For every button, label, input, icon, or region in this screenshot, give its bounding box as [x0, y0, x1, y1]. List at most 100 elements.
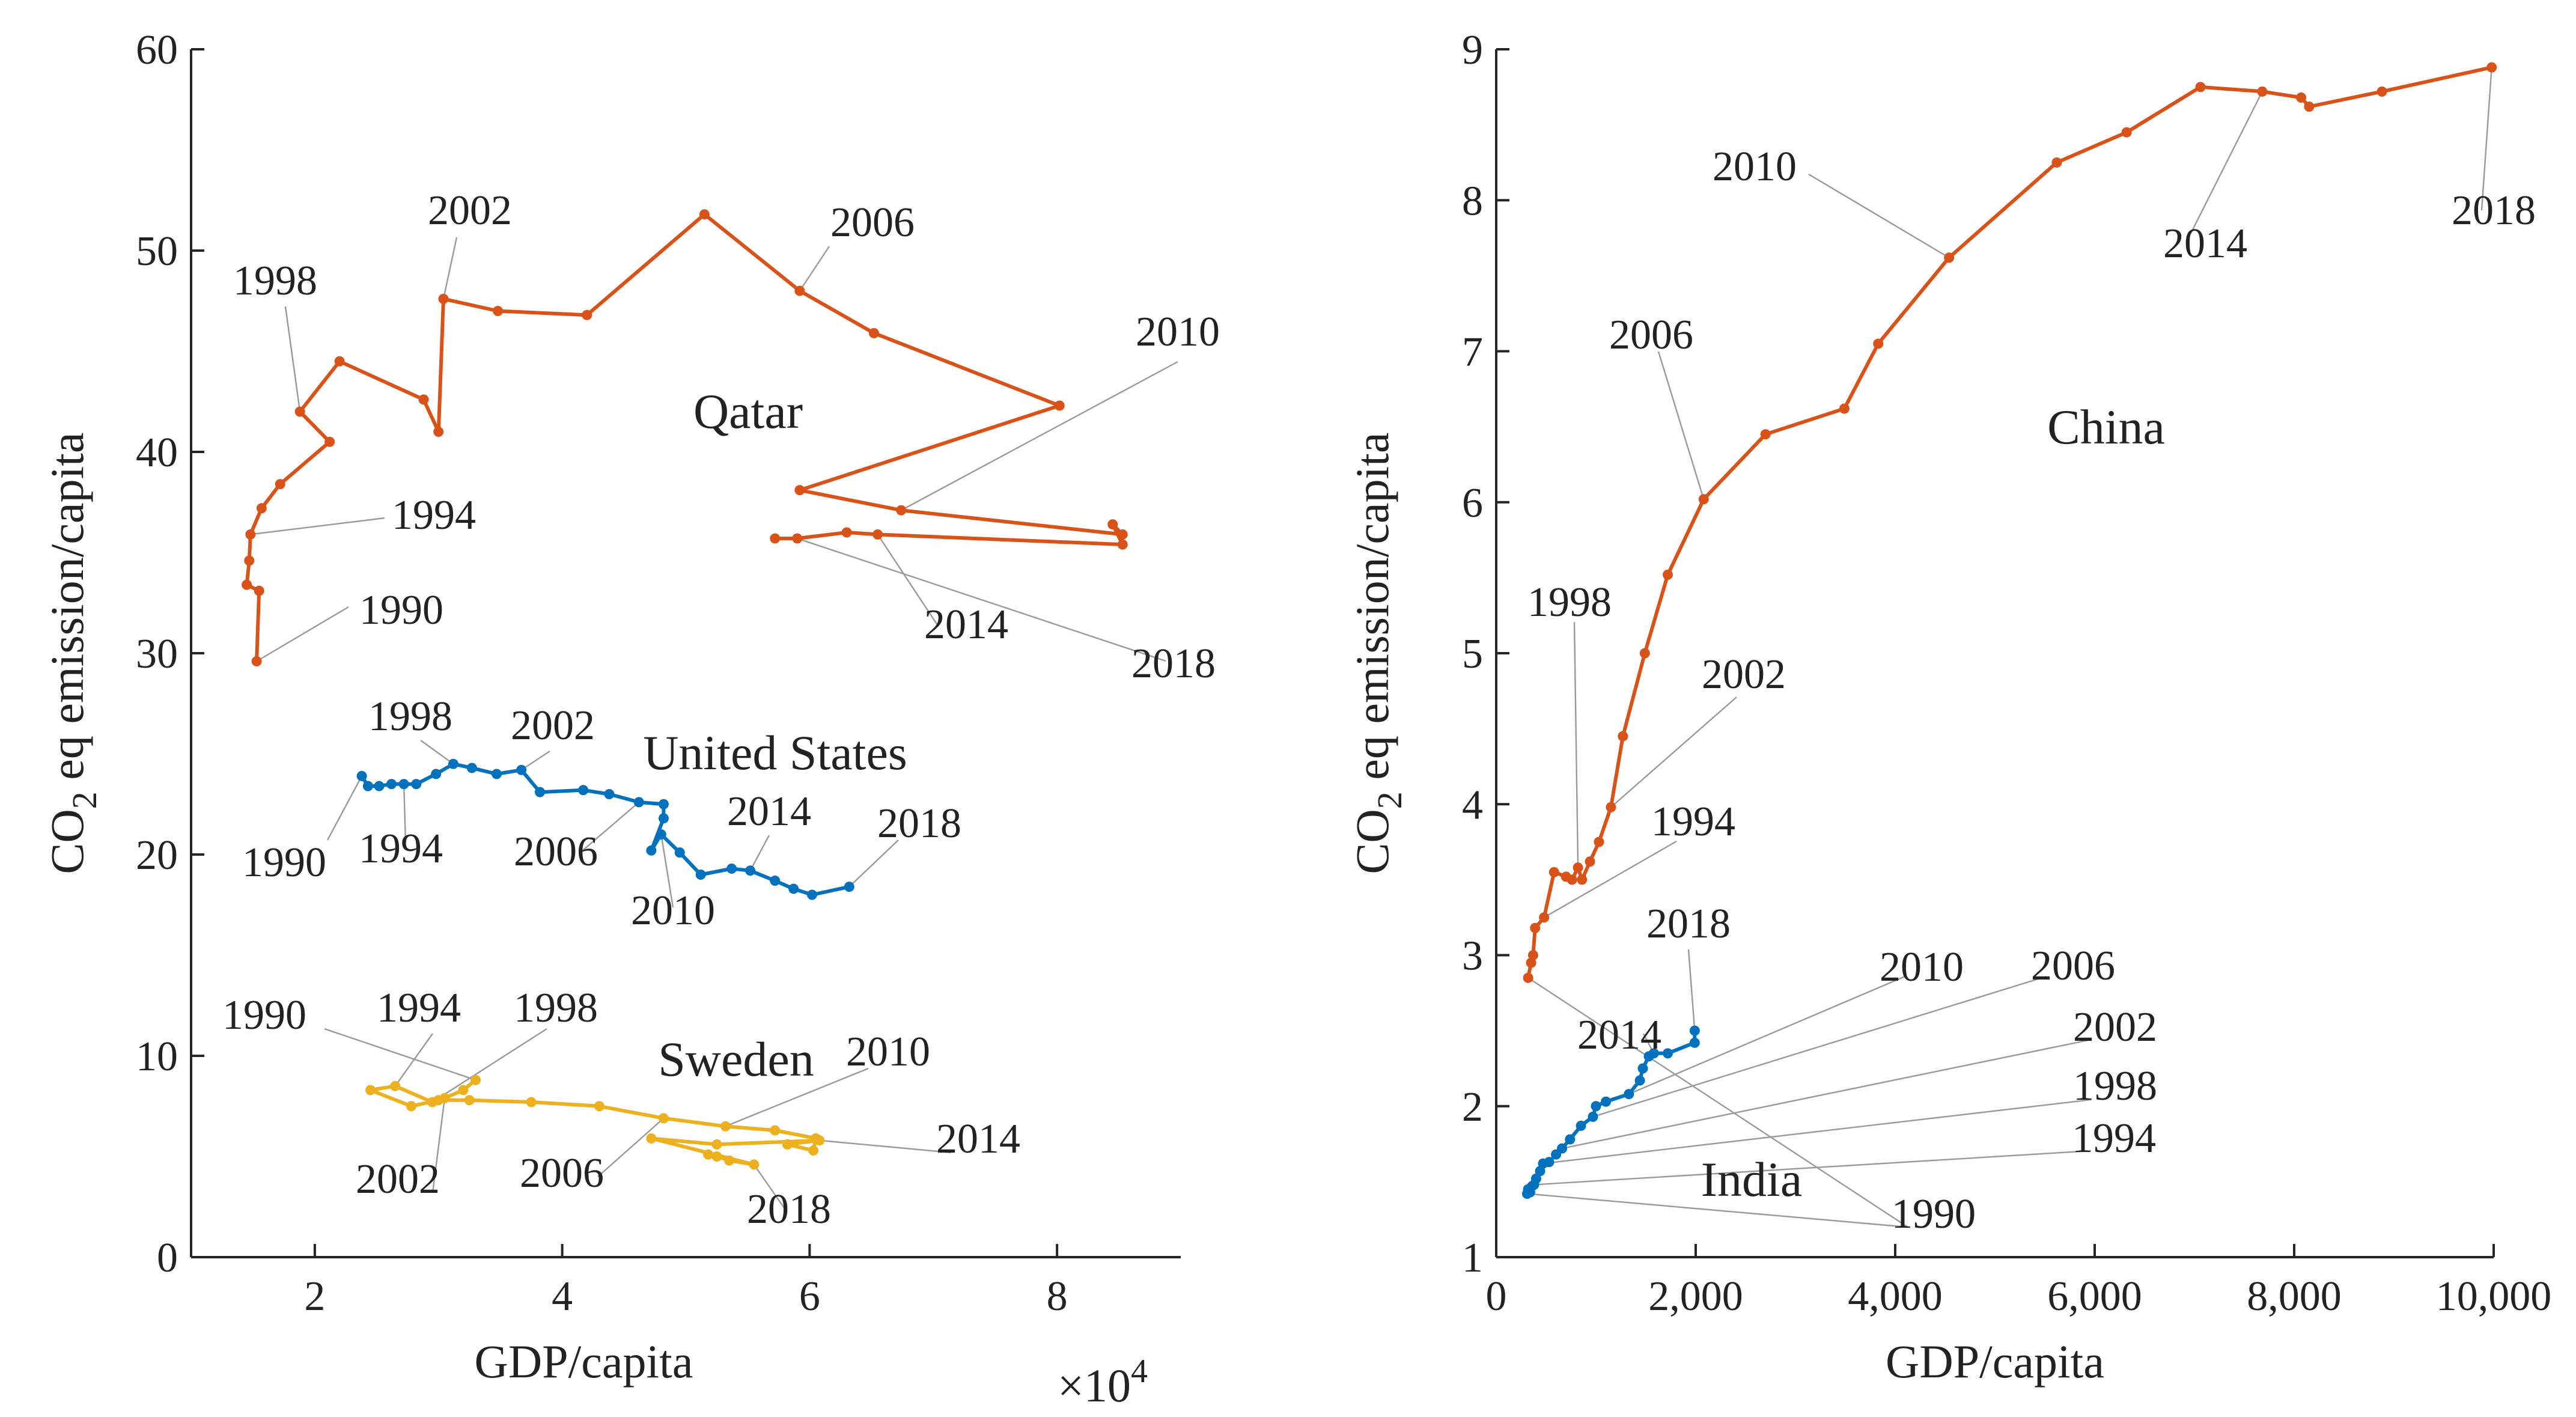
y-tick-label: 7	[1462, 329, 1483, 376]
data-point	[1839, 403, 1850, 414]
series-china: 1990 1994 1998 2002 2006 2010 2014 2018 China	[1523, 62, 2536, 1237]
series-country-label: India	[1701, 1152, 1802, 1207]
data-point	[362, 781, 373, 791]
data-point	[1634, 1075, 1645, 1086]
annotation-leader-line	[256, 606, 349, 662]
data-point	[794, 485, 805, 496]
y-tick-label: 8	[1462, 178, 1483, 224]
data-point	[770, 533, 781, 544]
data-point	[724, 1155, 735, 1166]
x-axis-label: GDP/capita	[475, 1335, 693, 1388]
data-point	[711, 1139, 722, 1150]
annotation-year-label: 2006	[514, 829, 598, 875]
annotation-leader-line	[1592, 975, 2047, 1118]
annotation-leader-line	[324, 1028, 476, 1081]
data-point	[703, 1149, 714, 1160]
data-point	[646, 845, 657, 856]
data-point	[2051, 157, 2062, 168]
annotation-leader-line	[326, 775, 363, 841]
series-country-label: Sweden	[658, 1032, 814, 1086]
data-point	[406, 1101, 416, 1112]
data-point	[782, 1139, 793, 1150]
y-tick-label: 10	[136, 1034, 178, 1080]
annotation-year-label: 2014	[2163, 221, 2247, 267]
data-point	[1588, 1111, 1598, 1122]
annotation-year-label: 2002	[356, 1156, 440, 1202]
x-tick-label: 2	[304, 1273, 325, 1320]
series-country-label: United States	[643, 725, 907, 780]
data-point	[458, 1085, 469, 1096]
y-tick-label: 9	[1462, 27, 1483, 73]
data-point	[896, 505, 907, 516]
series-country-label: China	[2047, 400, 2165, 454]
annotation-year-label: 2010	[1136, 309, 1220, 355]
annotation-leader-line	[442, 237, 458, 299]
annotation-leader-line	[819, 1139, 952, 1154]
annotation-year-label: 1990	[1892, 1191, 1976, 1237]
data-point	[2486, 62, 2497, 73]
annotation-year-label: 2006	[830, 200, 915, 246]
x-tick-label: 8,000	[2247, 1273, 2342, 1320]
data-point	[324, 436, 335, 447]
y-tick-label: 60	[136, 27, 178, 73]
data-point	[1648, 1048, 1659, 1059]
data-point	[438, 293, 449, 304]
annotation-year-label: 1998	[1527, 579, 1612, 626]
data-point	[493, 306, 504, 316]
data-point	[374, 781, 385, 791]
annotation-year-label: 1994	[392, 492, 476, 538]
data-point	[390, 1080, 401, 1091]
annotation-leader-line	[1573, 621, 1579, 868]
y-axis-label: CO2 eq emission/capita	[41, 432, 104, 874]
data-point	[365, 1085, 376, 1096]
data-point	[788, 883, 799, 894]
annotation-leader-line	[1687, 949, 1696, 1031]
data-point	[242, 579, 252, 590]
annotation-year-label: 2006	[1609, 312, 1693, 358]
data-point	[470, 1074, 481, 1085]
data-point	[1576, 1120, 1586, 1131]
annotation-leader-line	[1610, 696, 1737, 808]
data-point	[492, 769, 502, 779]
data-point	[1565, 1134, 1576, 1145]
annotation-year-label: 2010	[631, 888, 715, 934]
annotation-leader-line	[901, 361, 1178, 511]
data-point	[1624, 1089, 1634, 1100]
data-point	[431, 769, 442, 779]
x-tick-label: 4	[552, 1273, 573, 1320]
data-point	[792, 533, 803, 544]
data-point	[466, 763, 477, 773]
annotation-leader-line	[877, 534, 939, 626]
chart-panel-2: 1 2 3 4 5 6 7 8 9 0 2,000 4,000 6,000 8,000 10,000 GDP/…	[1346, 27, 2551, 1388]
data-point	[2121, 127, 2132, 138]
x-tick-label: 6	[799, 1273, 820, 1320]
annotation-year-label: 1990	[359, 587, 443, 633]
data-point	[1530, 922, 1541, 933]
annotation-leader-line	[660, 834, 674, 908]
annotation-year-label: 2014	[1577, 1012, 1661, 1058]
annotation-year-label: 2010	[1880, 944, 1964, 990]
y-axis-label-suffix: eq emission/capita	[41, 432, 93, 791]
annotation-leader-line	[582, 801, 640, 851]
data-point	[535, 787, 546, 797]
data-point	[658, 1113, 669, 1124]
y-axis-label: CO2 eq emission/capita	[1346, 432, 1409, 874]
data-point	[433, 427, 444, 437]
x-tick-label: 8	[1047, 1273, 1068, 1320]
data-point	[1637, 1063, 1648, 1074]
x-tick-label: 4,000	[1848, 1273, 1943, 1320]
data-point	[516, 764, 527, 775]
data-point	[794, 285, 805, 296]
data-point	[674, 847, 685, 858]
annotation-year-label: 1990	[222, 992, 306, 1038]
annotation-year-label: 1998	[514, 985, 598, 1031]
annotation-leader-line	[403, 784, 407, 843]
data-point	[356, 770, 367, 781]
annotation-year-label: 1994	[2072, 1115, 2156, 1162]
annotation-year-label: 2002	[2073, 1004, 2157, 1050]
data-point	[334, 356, 345, 367]
annotation-leader-line	[1534, 1150, 2092, 1186]
annotation-year-label: 1998	[233, 258, 317, 304]
